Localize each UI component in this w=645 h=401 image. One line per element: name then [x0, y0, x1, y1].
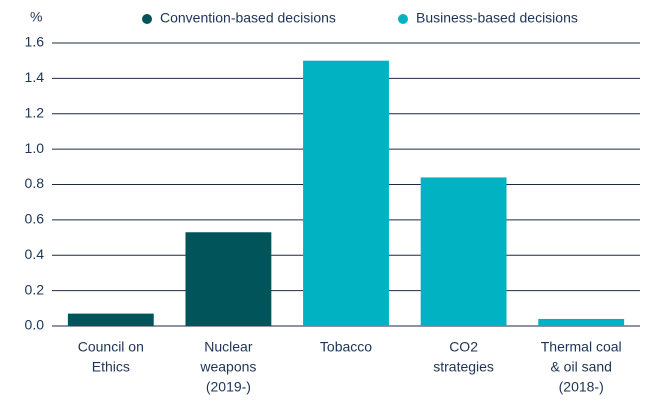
y-tick-label: 0.8	[25, 175, 45, 191]
bar	[185, 232, 272, 326]
y-axis-label: %	[30, 9, 42, 25]
legend-label: Business-based decisions	[416, 10, 578, 26]
legend-marker	[142, 14, 152, 24]
legend-marker	[398, 14, 408, 24]
x-tick-label: & oil sand	[550, 359, 611, 375]
y-tick-label: 0.0	[25, 317, 45, 333]
x-tick-label: weapons	[199, 359, 256, 375]
x-tick-label: Council on	[78, 339, 144, 355]
y-tick-label: 1.6	[25, 34, 45, 50]
y-tick-label: 1.4	[25, 69, 45, 85]
bar	[67, 313, 154, 326]
x-tick-label: Nuclear	[204, 339, 253, 355]
x-tick-label: Tobacco	[320, 339, 372, 355]
y-tick-label: 0.6	[25, 211, 45, 227]
y-tick-label: 1.0	[25, 140, 45, 156]
bar	[538, 318, 625, 326]
x-tick-label: Thermal coal	[541, 339, 622, 355]
y-tick-label: 0.4	[25, 246, 45, 262]
x-tick-label: Ethics	[92, 359, 130, 375]
x-tick-label: strategies	[433, 359, 494, 375]
y-tick-label: 1.2	[25, 104, 45, 120]
x-tick-label: (2019-)	[206, 379, 251, 395]
x-tick-label: (2018-)	[559, 379, 604, 395]
bar	[420, 177, 507, 326]
bar	[303, 60, 389, 326]
x-tick-label: CO2	[449, 339, 478, 355]
legend-label: Convention-based decisions	[160, 10, 336, 26]
y-tick-label: 0.2	[25, 281, 45, 297]
